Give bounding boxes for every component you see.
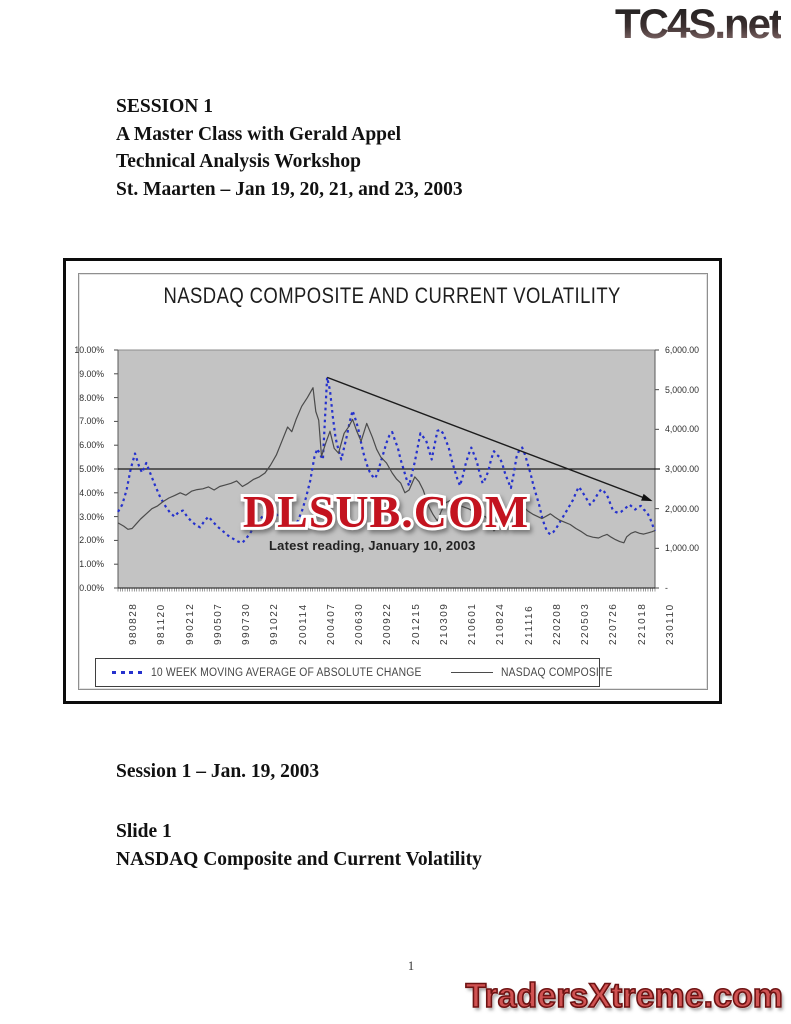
x-axis-tick-label: 221018: [636, 602, 648, 645]
x-axis-tick-label: 980828: [128, 602, 139, 645]
slide-number: Slide 1: [116, 821, 172, 842]
left-axis-tick-label: 3.00%: [79, 511, 104, 523]
left-axis-tick-label: 8.00%: [79, 392, 104, 404]
solid-line-swatch: [451, 672, 494, 673]
legend-label-nasdaq: NASDAQ COMPOSITE: [501, 666, 613, 679]
right-axis-tick-label: 6,000.00: [665, 345, 700, 356]
header-line-masterclass: A Master Class with Gerald Appel: [116, 123, 402, 145]
tradersxtreme-logo: TradersXtreme.com: [465, 976, 784, 1016]
session-header: SESSION 1 A Master Class with Gerald App…: [116, 93, 463, 203]
header-line-location-dates: St. Maarten – Jan 19, 20, 21, and 23, 20…: [116, 178, 463, 200]
x-axis-tick-label: 200630: [354, 602, 366, 645]
slide-caption: Slide 1 NASDAQ Composite and Current Vol…: [116, 818, 482, 873]
slide-title: NASDAQ Composite and Current Volatility: [116, 848, 482, 870]
right-axis-tick-label: 5,000.00: [665, 384, 700, 396]
left-axis-tick-label: 1.00%: [79, 559, 104, 571]
x-axis-tick-label: 200114: [297, 603, 309, 645]
chart-title-row: NASDAQ COMPOSITE AND CURRENT VOLATILITY: [66, 283, 719, 309]
plot-area: [114, 349, 660, 592]
left-axis-tick-label: 9.00%: [79, 368, 104, 380]
legend-item-nasdaq: NASDAQ COMPOSITE: [451, 667, 625, 679]
watermark: DLSUB.COM: [240, 483, 531, 540]
x-axis-tick-label: 210601: [467, 602, 479, 645]
right-axis-labels: 6,000.00 5,000.00 4,000.00 3,000.00 2,000.00…: [663, 345, 718, 594]
left-axis-tick-label: 0.00%: [79, 583, 104, 594]
left-axis-tick-label: 7.00%: [79, 416, 104, 428]
x-axis-tick-label: 990730: [241, 602, 253, 645]
watermark-text: DLSUB.COM: [243, 486, 529, 537]
dotted-line-swatch: [112, 671, 142, 674]
legend-item-volatility: 10 WEEK MOVING AVERAGE OF ABSOLUTE CHANG…: [112, 667, 451, 679]
session-date-line: Session 1 – Jan. 19, 2003: [116, 761, 320, 782]
chart-canvas: [114, 349, 660, 592]
x-axis-tick-label: 991022: [269, 602, 281, 645]
x-axis-tick-label: 981120: [156, 603, 168, 645]
left-axis-labels: 10.00% 9.00% 8.00% 7.00% 6.00% 5.00% 4.00% 3.00…: [66, 345, 111, 594]
chart-legend: 10 WEEK MOVING AVERAGE OF ABSOLUTE CHANG…: [95, 658, 613, 687]
x-axis-tick-label: 220726: [608, 602, 620, 645]
x-axis-tick-label: 200922: [382, 602, 394, 645]
x-axis-tick-label: 990212: [184, 602, 196, 645]
x-axis-tick-label: 220208: [551, 602, 563, 645]
legend-label-volatility: 10 WEEK MOVING AVERAGE OF ABSOLUTE CHANG…: [150, 666, 422, 679]
right-axis-tick-label: 4,000.00: [665, 424, 700, 436]
x-axis-tick-label: 210309: [438, 602, 450, 645]
left-axis-tick-label: 4.00%: [79, 487, 104, 499]
x-axis-tick-label: 220503: [580, 602, 592, 645]
chart-inner-frame: [78, 273, 708, 690]
x-axis-tick-label: 230110: [665, 603, 676, 645]
x-axis-tick-label: 210824: [495, 602, 507, 645]
latest-reading-annotation: Latest reading, January 10, 2003: [269, 538, 476, 553]
page-number: 1: [407, 959, 415, 973]
chart-figure: NASDAQ COMPOSITE AND CURRENT VOLATILITY …: [63, 258, 722, 704]
right-axis-tick-label: 2,000.00: [665, 503, 700, 515]
x-axis-tick-label: 201215: [410, 602, 422, 645]
left-axis-tick-label: 10.00%: [74, 345, 104, 356]
right-axis-tick-label: -: [665, 583, 668, 594]
header-line-session: SESSION 1: [116, 96, 214, 117]
header-line-workshop: Technical Analysis Workshop: [116, 151, 361, 172]
right-axis-tick-label: 1,000.00: [665, 543, 700, 555]
right-axis-tick-label: 3,000.00: [665, 464, 700, 475]
left-axis-tick-label: 5.00%: [79, 464, 104, 475]
x-axis-labels: 980828 981120 990212 990507 990730 991022 2001…: [118, 595, 676, 647]
tc4s-logo: TC4S.net: [614, 0, 783, 47]
left-axis-tick-label: 2.00%: [79, 535, 104, 547]
x-axis-tick-label: 211116: [523, 604, 535, 645]
x-axis-tick-label: 200407: [325, 602, 337, 645]
x-axis-tick-label: 990507: [212, 602, 224, 645]
left-axis-tick-label: 6.00%: [79, 440, 104, 452]
chart-title: NASDAQ COMPOSITE AND CURRENT VOLATILITY: [163, 283, 622, 308]
